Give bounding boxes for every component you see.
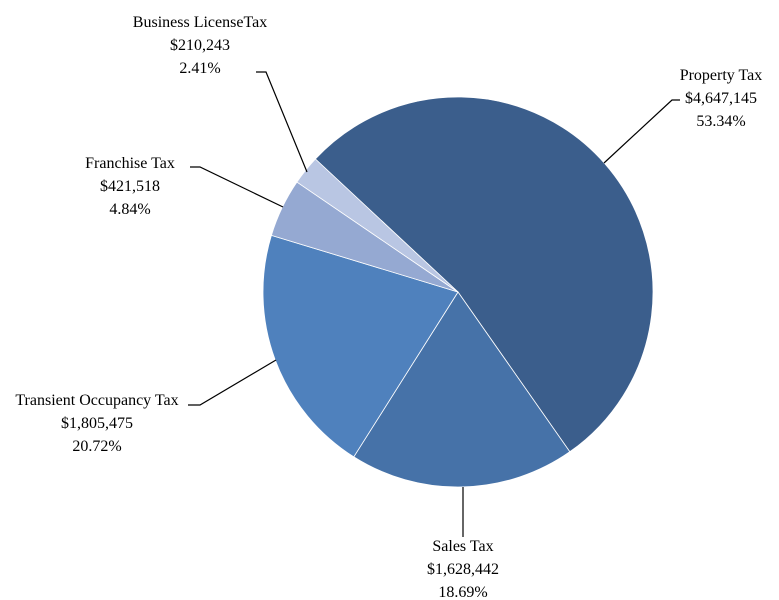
value-label: $4,647,145 bbox=[685, 90, 757, 107]
slice-label: Property Tax $4,647,145 53.34% bbox=[655, 64, 779, 133]
value-label: $1,628,442 bbox=[427, 561, 499, 578]
slice-label: Franchise Tax $421,518 4.84% bbox=[60, 152, 200, 221]
value-label: $210,243 bbox=[170, 37, 230, 54]
category-label: Franchise Tax bbox=[85, 155, 175, 172]
leader-line bbox=[603, 99, 680, 164]
percent-label: 2.41% bbox=[179, 60, 221, 77]
pie-slice bbox=[314, 96, 654, 453]
slice-label: Business LicenseTax $210,243 2.41% bbox=[110, 11, 290, 80]
value-label: $1,805,475 bbox=[61, 415, 133, 432]
category-label: Sales Tax bbox=[432, 538, 494, 555]
category-label: Property Tax bbox=[679, 67, 763, 84]
percent-label: 4.84% bbox=[109, 201, 151, 218]
value-label: $421,518 bbox=[100, 178, 160, 195]
category-label: Transient Occupancy Tax bbox=[15, 392, 179, 409]
slice-label: Sales Tax $1,628,442 18.69% bbox=[393, 535, 533, 600]
leader-line bbox=[188, 359, 277, 406]
category-label: Business LicenseTax bbox=[132, 14, 268, 31]
percent-label: 20.72% bbox=[72, 438, 122, 455]
percent-label: 53.34% bbox=[696, 113, 746, 130]
slice-label: Transient Occupancy Tax $1,805,475 20.72% bbox=[2, 389, 192, 458]
percent-label: 18.69% bbox=[438, 584, 488, 600]
leader-line bbox=[190, 166, 284, 208]
pie-slice bbox=[353, 291, 571, 488]
leader-line bbox=[256, 71, 308, 173]
